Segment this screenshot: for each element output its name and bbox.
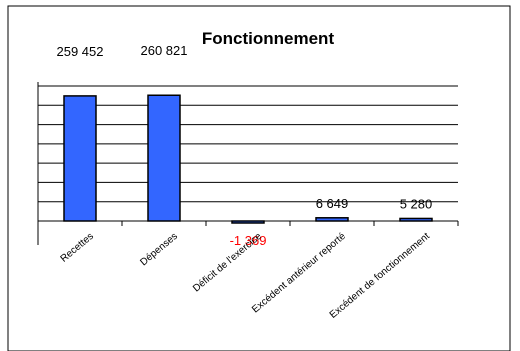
- bars: [63, 94, 433, 224]
- bar: [63, 95, 97, 222]
- data-label: 259 452: [57, 44, 104, 59]
- data-labels: 259 452 260 821 -1 369 6 649 5 280: [57, 43, 433, 248]
- data-label: 6 649: [316, 196, 349, 211]
- bar: [231, 220, 265, 224]
- bar: [399, 217, 433, 222]
- bar: [315, 217, 349, 222]
- data-label: 5 280: [400, 196, 433, 211]
- chart-title: Fonctionnement: [202, 29, 335, 48]
- bar: [147, 94, 181, 222]
- data-label: -1 369: [230, 233, 267, 248]
- data-label: 260 821: [141, 43, 188, 58]
